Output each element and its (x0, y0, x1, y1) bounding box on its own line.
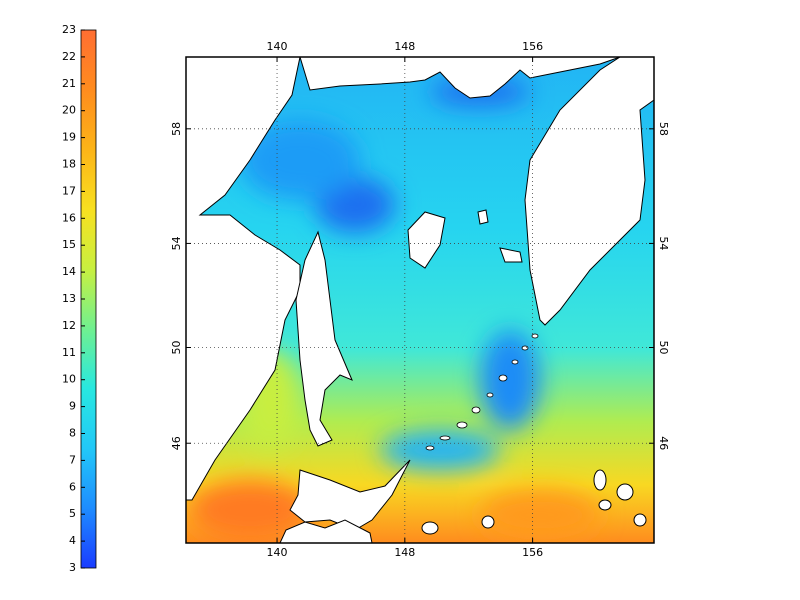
x-tick-label: 156 (522, 40, 543, 53)
y-tick-label: 58 (170, 122, 183, 136)
y-tick-label: 46 (170, 436, 183, 450)
colorbar-tick-label: 22 (62, 50, 76, 63)
colorbar-tick-label: 14 (62, 265, 76, 278)
kuril-islands (425, 333, 539, 451)
colorbar-tick-label: 17 (62, 184, 76, 197)
y-tick-label: 50 (170, 340, 183, 354)
colorbar-tick-label: 8 (69, 427, 76, 440)
colorbar-tick-label: 20 (62, 104, 76, 117)
colorbar-tick-label: 7 (69, 453, 76, 466)
y-tick-label: 46 (657, 436, 670, 450)
colorbar-tick-label: 6 (69, 480, 76, 493)
x-tick-label: 140 (267, 546, 288, 559)
colorbar-tick-label: 21 (62, 77, 76, 90)
map-axes: 140 140 148 148 156 156 46 46 50 50 54 54 58 58 (170, 40, 670, 559)
colorbar-tick-label: 12 (62, 319, 76, 332)
colorbar-tick-label: 15 (62, 238, 76, 251)
colorbar-tick-label: 4 (69, 534, 76, 547)
x-tick-label: 148 (394, 40, 415, 53)
x-tick-label: 156 (522, 546, 543, 559)
y-tick-label: 54 (170, 236, 183, 250)
colorbar-tick-label: 5 (69, 507, 76, 520)
colorbar-tick-label: 13 (62, 292, 76, 305)
colorbar-tick-label: 11 (62, 346, 76, 359)
land (186, 57, 654, 543)
colorbar-tick-label: 9 (69, 400, 76, 413)
colorbar-tick-label: 3 (69, 561, 76, 574)
colorbar-tick-label: 10 (62, 373, 76, 386)
y-tick-label: 54 (657, 236, 670, 250)
map-frame (185, 56, 655, 544)
y-tick-label: 58 (657, 122, 670, 136)
x-tick-label: 148 (394, 546, 415, 559)
colorbar: 3 4 5 6 7 8 9 10 11 12 13 14 15 16 17 18 19 20 21 22 23 (62, 23, 97, 574)
colorbar-tick-label: 19 (62, 131, 76, 144)
map-area (186, 57, 654, 543)
colorbar-tick-label: 16 (62, 211, 76, 224)
colorbar-tick-label: 23 (62, 23, 76, 36)
x-tick-label: 140 (267, 40, 288, 53)
y-tick-label: 50 (657, 340, 670, 354)
colorbar-tick-label: 18 (62, 158, 76, 171)
